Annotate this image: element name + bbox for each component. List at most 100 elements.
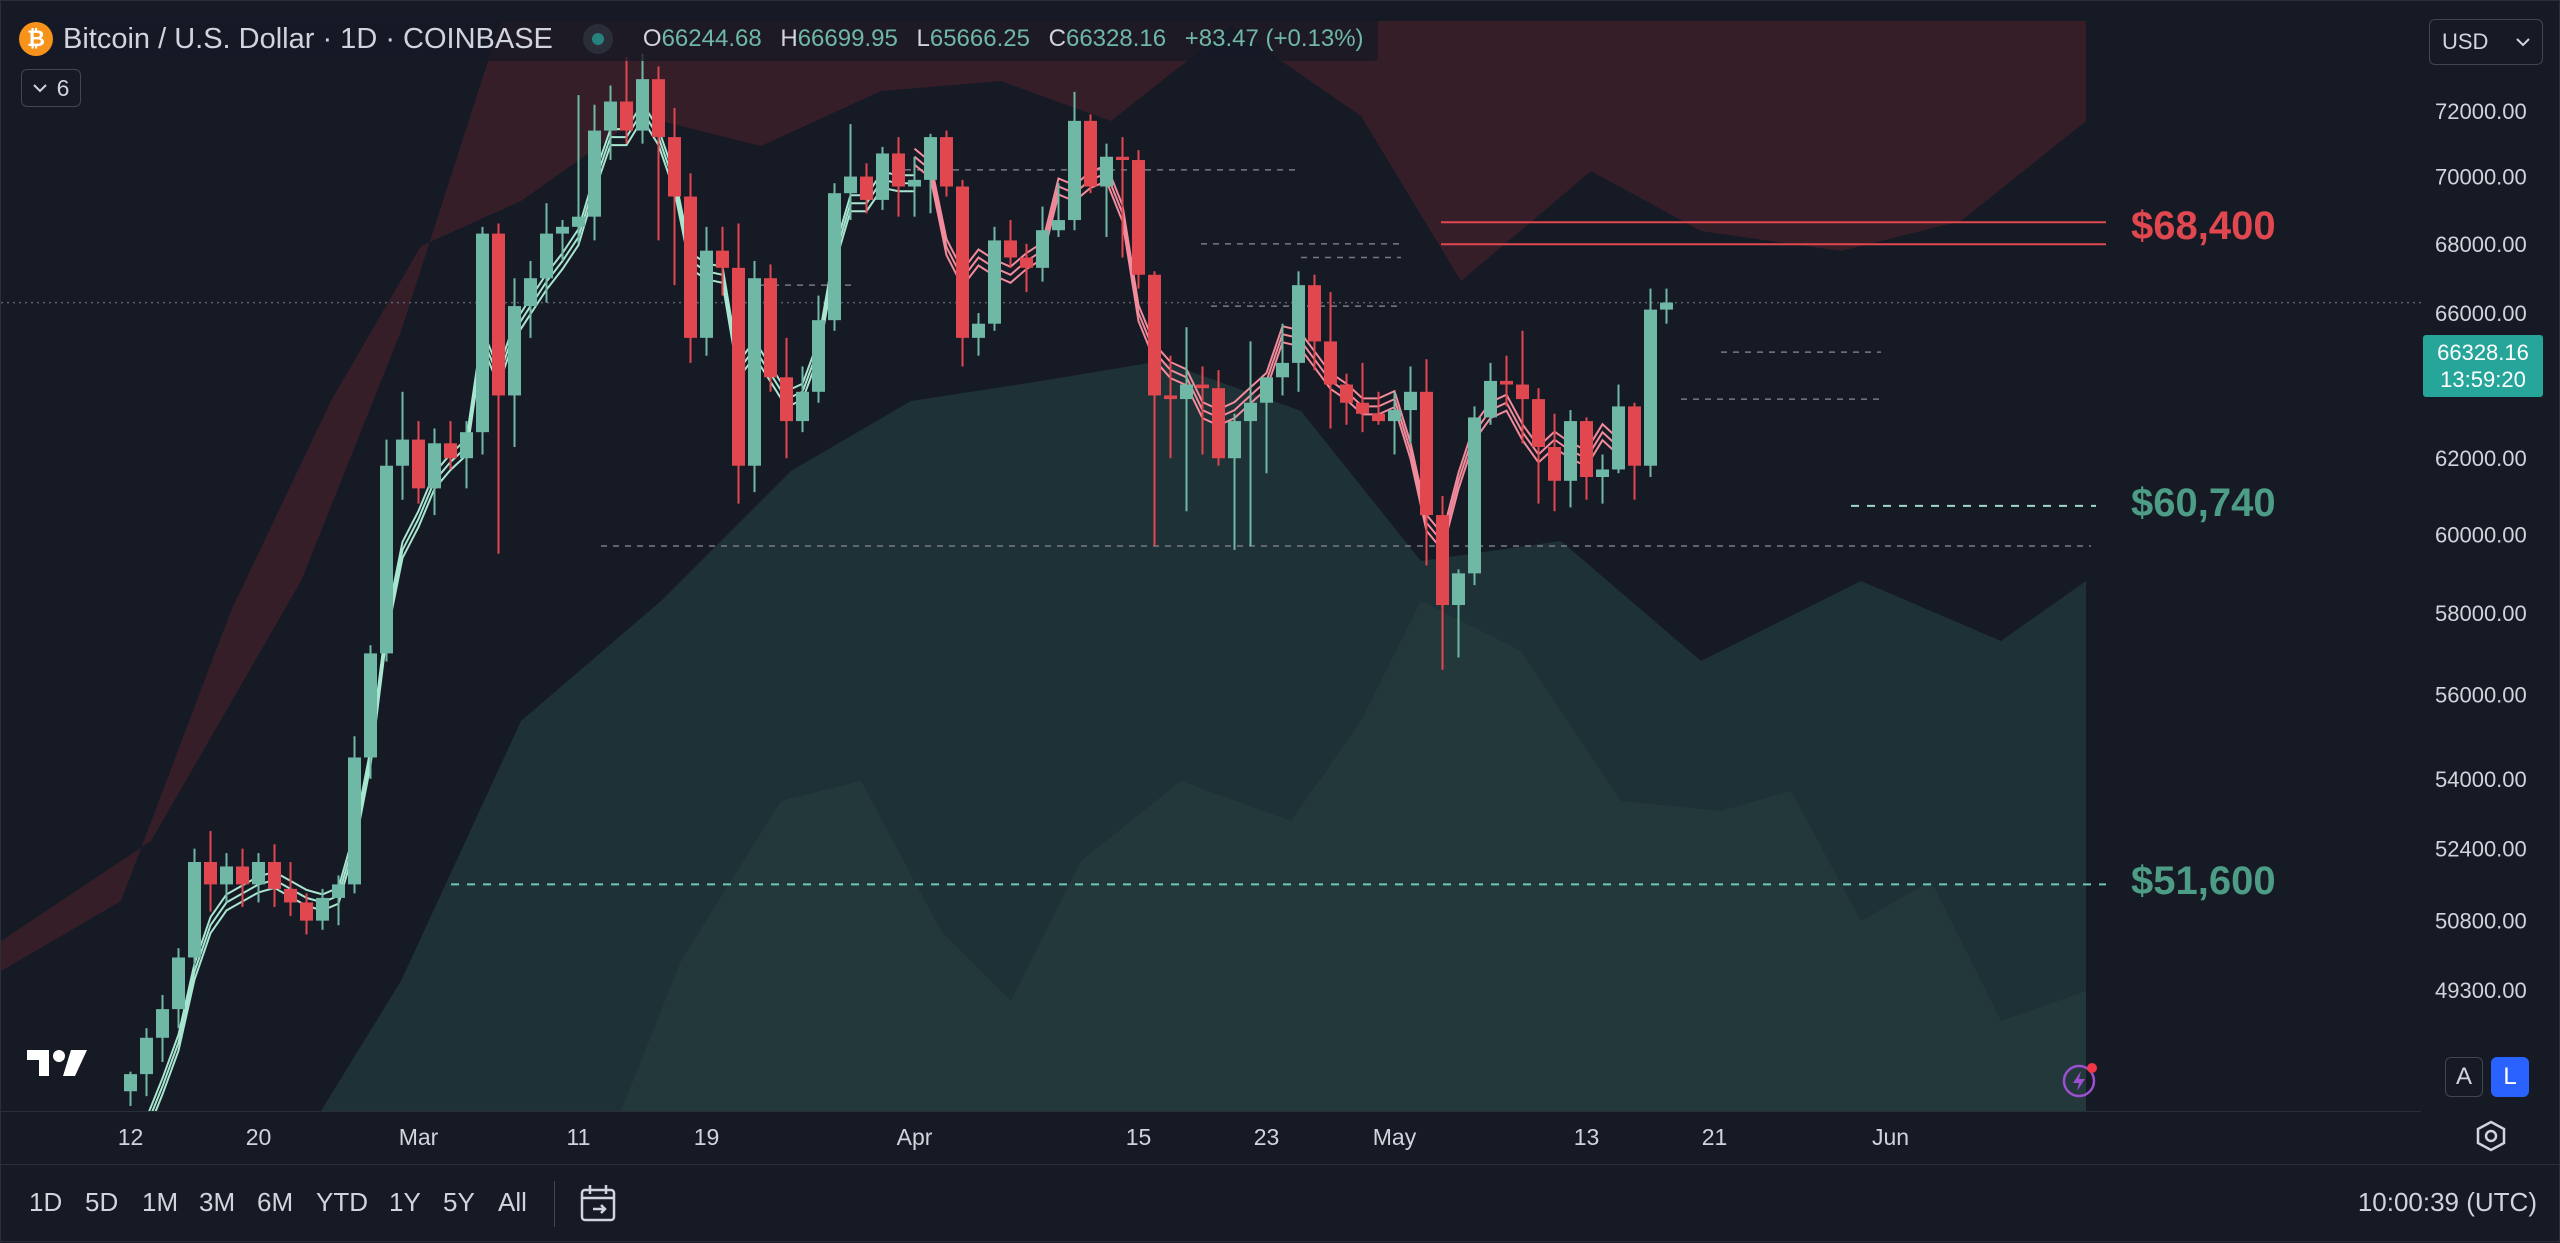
range-1d-button[interactable]: 1D	[29, 1187, 63, 1217]
candle-body[interactable]	[332, 884, 345, 898]
candle[interactable]	[1228, 413, 1241, 550]
candle-body[interactable]	[1580, 421, 1593, 478]
candle[interactable]	[1420, 359, 1433, 566]
candle[interactable]	[1260, 377, 1273, 474]
candle[interactable]	[620, 57, 633, 144]
candle-body[interactable]	[140, 1037, 153, 1075]
candle-body[interactable]	[940, 137, 953, 187]
candle-body[interactable]	[1404, 391, 1417, 411]
candle-body[interactable]	[172, 957, 185, 1010]
candle-body[interactable]	[652, 79, 665, 138]
candle-body[interactable]	[1644, 309, 1657, 466]
candle-body[interactable]	[1532, 399, 1545, 448]
candle[interactable]	[812, 295, 825, 403]
candle[interactable]	[1628, 402, 1641, 500]
candle-body[interactable]	[812, 320, 825, 392]
candle[interactable]	[1580, 417, 1593, 500]
candle[interactable]	[924, 133, 937, 214]
candle[interactable]	[1292, 271, 1305, 392]
candle[interactable]	[1276, 323, 1289, 396]
candle-body[interactable]	[1372, 413, 1385, 422]
candle[interactable]	[252, 853, 265, 903]
candle[interactable]	[1372, 391, 1385, 425]
candle[interactable]	[508, 278, 521, 448]
candle-body[interactable]	[556, 226, 569, 234]
candle-body[interactable]	[204, 862, 217, 885]
candle-body[interactable]	[908, 179, 921, 187]
candle-body[interactable]	[1660, 302, 1673, 310]
candle-body[interactable]	[1148, 274, 1161, 396]
candle-body[interactable]	[988, 240, 1001, 324]
candle-body[interactable]	[684, 196, 697, 338]
symbol-legend[interactable]: ₿ Bitcoin / U.S. Dollar · 1D · COINBASE …	[19, 17, 1378, 61]
candle[interactable]	[1484, 362, 1497, 425]
candle[interactable]	[444, 421, 457, 470]
candle[interactable]	[572, 95, 585, 244]
candle-body[interactable]	[636, 79, 649, 131]
candle-body[interactable]	[956, 186, 969, 338]
candle-body[interactable]	[364, 653, 377, 758]
candle[interactable]	[1180, 327, 1193, 512]
candle-body[interactable]	[780, 377, 793, 422]
candle-body[interactable]	[1628, 406, 1641, 466]
candle-body[interactable]	[412, 439, 425, 489]
candle[interactable]	[908, 156, 921, 217]
candle[interactable]	[1660, 288, 1673, 324]
candle[interactable]	[684, 173, 697, 363]
candle[interactable]	[140, 1028, 153, 1097]
candle[interactable]	[316, 888, 329, 930]
candle[interactable]	[668, 107, 681, 286]
market-status-icon[interactable]	[582, 24, 613, 54]
candle[interactable]	[332, 875, 345, 926]
candle[interactable]	[1564, 410, 1577, 508]
candle-body[interactable]	[764, 278, 777, 378]
candle[interactable]	[1452, 569, 1465, 658]
candle[interactable]	[1004, 220, 1017, 268]
candle[interactable]	[124, 1071, 137, 1107]
candle[interactable]	[1596, 454, 1609, 504]
candle-body[interactable]	[1356, 402, 1369, 414]
candle[interactable]	[972, 313, 985, 356]
candle-body[interactable]	[1260, 377, 1273, 403]
candle-body[interactable]	[428, 443, 441, 489]
candle[interactable]	[156, 994, 169, 1062]
candle-body[interactable]	[1164, 395, 1177, 400]
candle[interactable]	[588, 104, 601, 241]
candle-body[interactable]	[1212, 388, 1225, 459]
candle-body[interactable]	[1100, 156, 1113, 187]
candle-body[interactable]	[1196, 384, 1209, 389]
candle[interactable]	[188, 848, 201, 967]
candle-body[interactable]	[540, 233, 553, 279]
candle[interactable]	[1132, 150, 1145, 289]
candle[interactable]	[220, 853, 233, 903]
candle-body[interactable]	[1548, 447, 1561, 481]
candle-body[interactable]	[316, 897, 329, 921]
tradingview-logo-icon[interactable]	[27, 1046, 89, 1082]
time-axis[interactable]: 12 20 Mar 11 19 Apr 15 23 May 13 21 Jun	[1, 1111, 2421, 1161]
candle-body[interactable]	[1516, 384, 1529, 400]
candle[interactable]	[1644, 288, 1657, 478]
candle[interactable]	[1612, 384, 1625, 474]
candle-body[interactable]	[1036, 230, 1049, 268]
range-5d-button[interactable]: 5D	[85, 1187, 119, 1217]
candle[interactable]	[1340, 373, 1353, 425]
candle-body[interactable]	[268, 862, 281, 889]
candle-body[interactable]	[220, 866, 233, 885]
candle-body[interactable]	[284, 888, 297, 903]
candle-body[interactable]	[860, 176, 873, 200]
candle[interactable]	[348, 736, 361, 894]
candle-body[interactable]	[1452, 573, 1465, 606]
candle[interactable]	[764, 264, 777, 392]
candle[interactable]	[732, 223, 745, 504]
symbol-title[interactable]: Bitcoin / U.S. Dollar · 1D · COINBASE	[63, 22, 553, 55]
candle[interactable]	[652, 66, 665, 241]
candle[interactable]	[1100, 143, 1113, 238]
candle[interactable]	[524, 260, 537, 338]
candle[interactable]	[1436, 495, 1449, 670]
candle-body[interactable]	[460, 432, 473, 459]
candle[interactable]	[540, 203, 553, 303]
candle[interactable]	[876, 146, 889, 210]
candle[interactable]	[268, 844, 281, 907]
candle-body[interactable]	[1388, 410, 1401, 422]
